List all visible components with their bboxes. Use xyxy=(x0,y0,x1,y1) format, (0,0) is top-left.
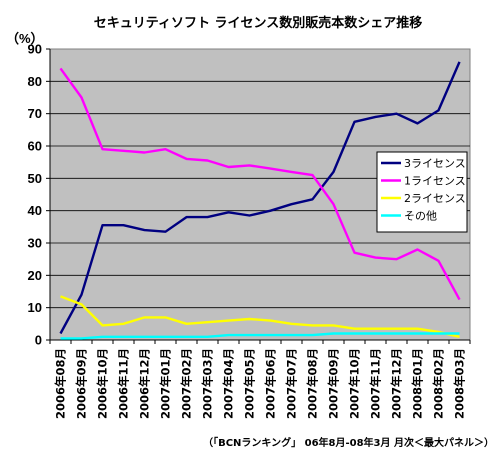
series-line xyxy=(59,61,461,335)
y-axis-unit-label: （%） xyxy=(6,31,44,46)
x-tick-label: 2007年08月 xyxy=(306,348,320,419)
x-tick-label: 2007年10月 xyxy=(348,348,362,419)
legend-label: 3ライセンス xyxy=(404,157,466,170)
y-tick-label: 50 xyxy=(28,171,42,186)
y-tick-label: 60 xyxy=(28,139,42,154)
x-tick-label: 2007年07月 xyxy=(285,348,299,419)
source-note: （「BCNランキング」 06年8月-08年3月 月次＜最大パネル＞） xyxy=(203,436,494,449)
y-tick-label: 80 xyxy=(28,74,42,89)
series-line xyxy=(60,332,460,340)
legend-box xyxy=(376,151,468,233)
chart-title: セキュリティソフト ライセンス数別販売本数シェア推移 xyxy=(94,15,423,31)
x-tick-label: 2006年12月 xyxy=(138,348,152,419)
legend-label: 2ライセンス xyxy=(404,192,466,205)
x-tick-label: 2008年03月 xyxy=(453,348,467,419)
y-tick-label: 30 xyxy=(28,236,42,251)
x-tick-label: 2007年01月 xyxy=(159,348,173,419)
x-tick-label: 2007年11月 xyxy=(369,348,383,419)
y-tick-label: 70 xyxy=(28,106,42,121)
series-line xyxy=(59,67,461,301)
x-tick-label: 2007年03月 xyxy=(201,348,215,419)
y-tick-label: 0 xyxy=(35,333,42,348)
legend-label: その他 xyxy=(404,210,437,223)
x-tick-label: 2007年12月 xyxy=(390,348,404,419)
x-tick-label: 2006年09月 xyxy=(75,348,89,419)
y-tick-label: 40 xyxy=(28,203,42,218)
x-tick-label: 2007年06月 xyxy=(264,348,278,419)
y-tick-label: 20 xyxy=(28,268,42,283)
y-tick-label: 90 xyxy=(28,42,42,57)
x-tick-label: 2008年01月 xyxy=(411,348,425,419)
x-tick-label: 2008年02月 xyxy=(432,348,446,419)
legend-label: 1ライセンス xyxy=(404,175,466,188)
x-tick-label: 2006年08月 xyxy=(54,348,68,419)
x-tick-label: 2007年02月 xyxy=(180,348,194,419)
x-tick-label: 2007年09月 xyxy=(327,348,341,419)
x-tick-label: 2006年11月 xyxy=(117,348,131,419)
series-line xyxy=(60,295,460,338)
y-tick-label: 10 xyxy=(28,300,42,315)
plot-area: 0 10 20 30 40 50 60 70 80 90 2006年08月 2006年09月 2006年… xyxy=(28,42,471,419)
x-tick-label: 2007年04月 xyxy=(222,348,236,419)
x-tick-label: 2006年10月 xyxy=(96,348,110,419)
x-tick-label: 2007年05月 xyxy=(243,348,257,419)
